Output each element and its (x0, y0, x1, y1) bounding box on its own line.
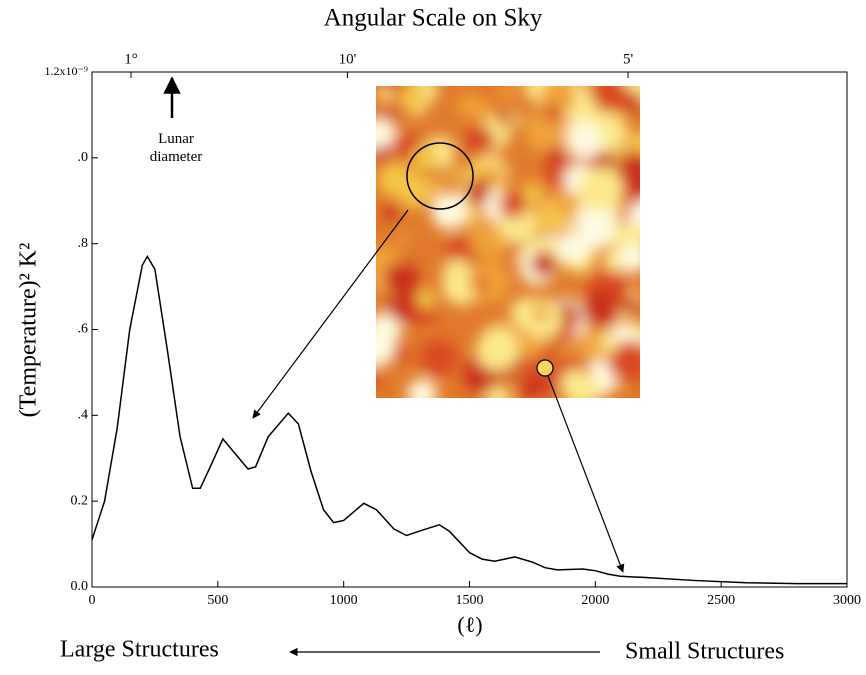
x2-tick-label: 10' (339, 51, 357, 67)
map-blob (383, 261, 420, 298)
map-blob (591, 86, 629, 113)
map-blob (376, 326, 395, 368)
map-blob (499, 112, 514, 127)
map-blob (419, 338, 458, 377)
map-blob (520, 182, 544, 205)
map-blob (484, 385, 512, 398)
map-blob (499, 86, 516, 99)
map-blob (578, 325, 615, 362)
lunar-text: diameter (150, 149, 202, 165)
map-blob (396, 174, 432, 209)
x-tick-label: 3000 (833, 593, 861, 608)
y-tick-label: 0.0 (71, 579, 89, 594)
arrow (547, 375, 625, 573)
map-blob (450, 166, 465, 182)
map-blob (622, 297, 640, 316)
curve (91, 255, 847, 585)
map-blob (406, 378, 437, 398)
y-axis-label: (Temperature)² K² (16, 243, 42, 418)
x2-tick-label: 5' (623, 51, 634, 67)
y-tick-label: .0 (78, 150, 89, 165)
map-blob (396, 232, 409, 245)
map-blob (463, 125, 495, 157)
map-blobs (376, 86, 640, 398)
large-circle (406, 142, 474, 210)
x-tick-label: 1500 (456, 593, 484, 608)
x2-tick-label: 1° (124, 51, 138, 67)
map-blob (543, 104, 562, 122)
map-blob (377, 86, 393, 102)
x-tick-label: 0 (89, 593, 96, 608)
sky-map (376, 86, 640, 398)
map-blob (627, 200, 640, 234)
large-label: Large Structures (60, 637, 219, 663)
x-tick-label: 500 (207, 593, 228, 608)
map-blob (519, 377, 542, 398)
map-blob (630, 224, 640, 245)
map-blob (608, 340, 640, 384)
map-blob (376, 145, 391, 165)
map-blob (475, 328, 520, 372)
arrow (252, 209, 409, 419)
map-blob (624, 94, 640, 113)
map-blob (411, 145, 438, 172)
map-blob (532, 305, 550, 323)
map-blob (618, 242, 640, 273)
x-tick-label: 2000 (581, 593, 609, 608)
map-blob (599, 334, 619, 353)
map-blob (468, 261, 510, 303)
map-blob (533, 204, 564, 235)
map-blob (560, 368, 591, 398)
x-tick-label: 1000 (330, 593, 358, 608)
map-blob (382, 203, 400, 221)
map-blob (390, 132, 417, 159)
map-blob (431, 192, 468, 230)
lunar-text: Lunar (158, 131, 194, 147)
y-tick-label: 1.2x10⁻⁹ (44, 64, 88, 78)
map-blob (530, 250, 557, 277)
map-blob (415, 288, 436, 309)
map-blob (498, 190, 527, 219)
y-tick-label: .8 (78, 236, 89, 251)
y-tick-label: .6 (78, 322, 89, 337)
map-blob (556, 230, 589, 263)
small-circle (536, 359, 554, 377)
map-blob (565, 121, 604, 160)
chart-title: Angular Scale on Sky (324, 5, 543, 32)
lunar-label: Lunar diameter (150, 131, 202, 165)
map-blob (579, 167, 624, 211)
map-blob (474, 276, 489, 291)
y-tick-label: 0.2 (71, 493, 89, 508)
map-blob (457, 94, 481, 118)
map-blob (376, 369, 381, 388)
map-blob (399, 86, 427, 111)
y-tick-label: .4 (78, 408, 89, 423)
map-blob (486, 166, 507, 187)
map-blob (384, 107, 400, 123)
map-blob (415, 303, 437, 325)
x-tick-label: 2500 (707, 593, 735, 608)
map-blob (581, 290, 620, 328)
small-label: Small Structures (625, 639, 784, 665)
x-axis-label: (ℓ) (457, 612, 482, 637)
